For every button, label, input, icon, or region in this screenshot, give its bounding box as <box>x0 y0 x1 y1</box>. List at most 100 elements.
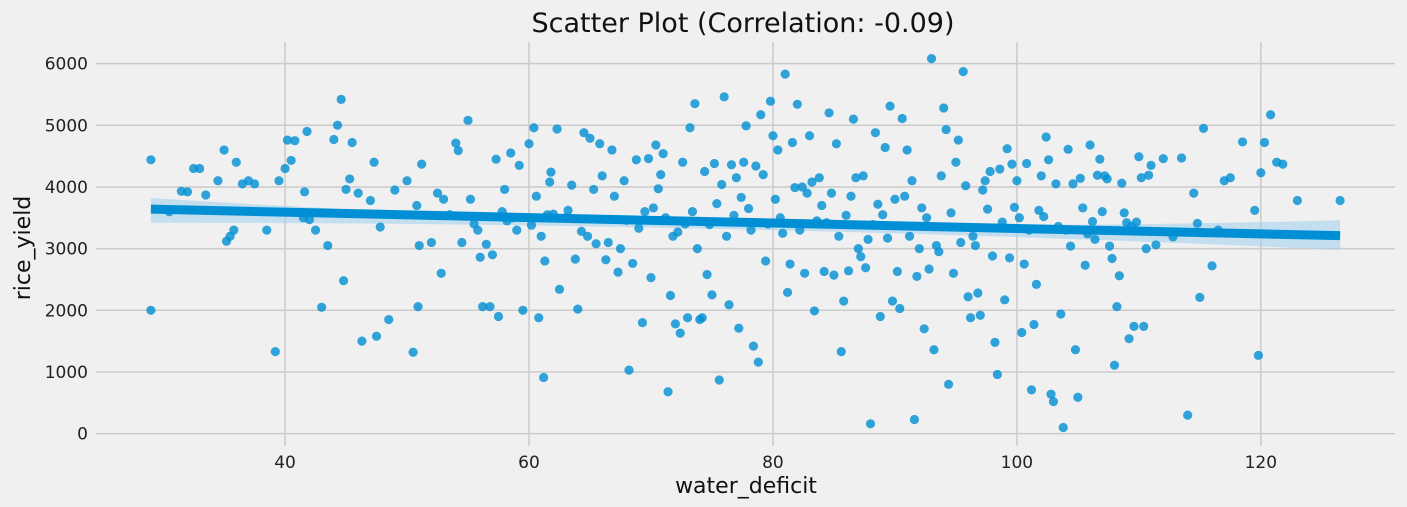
data-point <box>637 318 648 328</box>
data-point <box>865 419 876 429</box>
data-point <box>534 313 544 323</box>
data-point <box>332 120 343 130</box>
data-point <box>453 145 463 156</box>
data-point <box>851 173 861 183</box>
data-point <box>836 347 846 357</box>
data-point <box>270 347 280 357</box>
data-point <box>195 163 205 174</box>
data-point <box>924 264 934 274</box>
data-point <box>1022 158 1032 169</box>
data-point <box>146 155 156 165</box>
data-point <box>146 305 156 315</box>
data-point <box>773 145 783 155</box>
data-point <box>262 225 272 235</box>
y-axis-label: rice_yield <box>11 196 36 301</box>
data-point <box>948 268 959 278</box>
data-point <box>1117 178 1127 188</box>
data-point <box>1134 152 1144 162</box>
data-point <box>615 244 626 254</box>
data-point <box>848 114 859 124</box>
data-point <box>384 314 394 325</box>
data-point <box>485 302 495 312</box>
y-tick-label: 0 <box>77 425 88 445</box>
y-tick-label: 6000 <box>45 55 88 75</box>
data-point <box>1097 207 1107 217</box>
data-point <box>853 244 863 254</box>
data-point <box>634 223 644 233</box>
data-point <box>985 166 995 177</box>
data-point <box>526 220 537 230</box>
data-point <box>536 231 546 241</box>
data-point <box>613 267 623 277</box>
data-point <box>329 134 339 145</box>
data-point <box>1090 234 1100 244</box>
data-point <box>778 228 788 238</box>
data-point <box>941 124 951 135</box>
data-point <box>651 140 661 150</box>
data-point <box>826 188 837 198</box>
data-point <box>846 191 856 201</box>
data-point <box>965 313 976 323</box>
data-point <box>739 157 749 167</box>
data-point <box>951 157 961 167</box>
data-point <box>983 204 993 214</box>
data-point <box>1092 170 1102 180</box>
data-point <box>1019 259 1029 269</box>
data-point <box>646 273 656 283</box>
data-point <box>980 176 990 186</box>
data-point <box>970 240 981 251</box>
data-point <box>402 176 412 186</box>
data-point <box>493 311 504 322</box>
data-point <box>1256 168 1266 178</box>
data-point <box>302 126 312 137</box>
data-point <box>841 210 851 220</box>
data-point <box>878 210 888 220</box>
data-point <box>603 237 613 248</box>
data-point <box>753 357 763 367</box>
data-point <box>961 181 971 191</box>
data-point <box>802 188 812 198</box>
data-point <box>978 185 988 195</box>
data-point <box>597 171 607 181</box>
data-point <box>1102 174 1112 184</box>
data-point <box>1007 159 1017 169</box>
data-point <box>540 256 550 266</box>
data-point <box>770 194 780 204</box>
data-point <box>1129 321 1139 331</box>
data-point <box>963 292 973 302</box>
data-point <box>451 138 461 148</box>
data-point <box>731 173 741 183</box>
data-point <box>787 137 798 148</box>
data-point <box>670 319 680 329</box>
data-point <box>524 139 534 149</box>
data-point <box>1070 345 1081 355</box>
data-point <box>885 101 895 111</box>
data-point <box>1198 123 1209 133</box>
y-tick-labels: 0 1000 2000 3000 4000 5000 6000 <box>45 55 88 445</box>
data-point <box>552 124 562 134</box>
regression-line <box>150 204 1341 241</box>
data-point <box>958 67 968 77</box>
data-point <box>1104 241 1115 251</box>
data-point <box>491 154 501 164</box>
data-point <box>1253 350 1263 360</box>
data-point <box>1029 319 1039 330</box>
data-point <box>904 231 915 241</box>
data-point <box>310 225 321 235</box>
data-point <box>219 145 229 155</box>
data-point <box>1119 208 1129 218</box>
data-point <box>531 191 541 201</box>
data-point <box>968 231 978 241</box>
data-point <box>1112 302 1122 312</box>
data-point <box>545 177 555 187</box>
data-point <box>290 136 300 146</box>
y-tick-label: 4000 <box>45 178 88 198</box>
data-point <box>1131 217 1142 227</box>
data-point <box>229 225 239 235</box>
data-point <box>1058 422 1068 433</box>
data-point <box>926 54 937 64</box>
data-point <box>1073 392 1083 402</box>
data-point <box>897 113 907 124</box>
data-point <box>500 184 510 195</box>
data-point <box>506 148 516 158</box>
